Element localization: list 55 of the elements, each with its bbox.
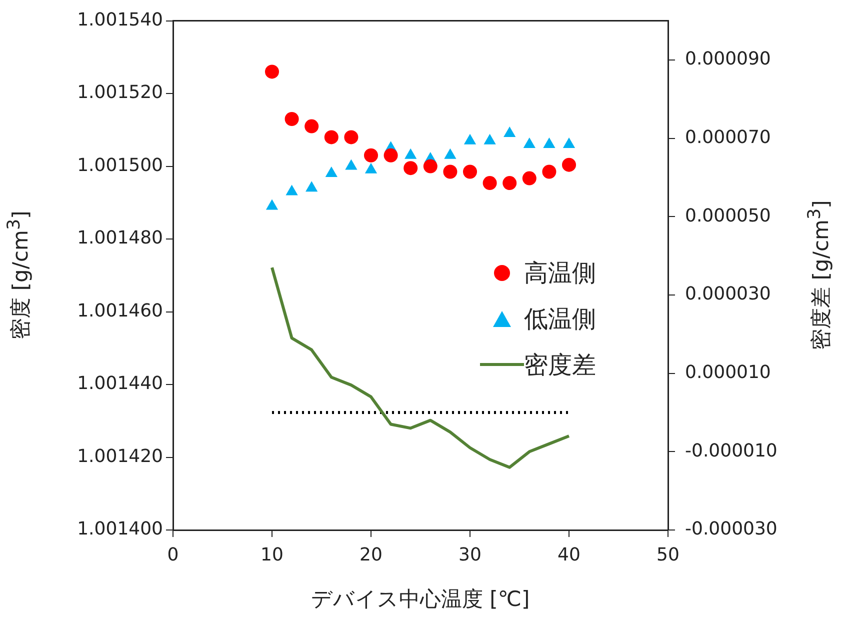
legend-label: 低温側 xyxy=(524,304,596,335)
point xyxy=(482,176,497,190)
y-tick-label: 1.001520 xyxy=(77,82,163,104)
y2-tick-label: -0.000030 xyxy=(685,518,778,540)
point xyxy=(522,171,536,186)
point xyxy=(562,158,576,172)
point xyxy=(443,164,458,179)
point xyxy=(286,184,298,196)
point xyxy=(304,119,319,134)
point xyxy=(562,137,576,148)
point xyxy=(542,164,556,179)
y2-tick-label: 0.000090 xyxy=(685,48,771,70)
x-tick-label: 20 xyxy=(360,544,382,566)
point xyxy=(484,134,496,144)
x-tick-label: 10 xyxy=(260,544,284,566)
y-tick-label: 1.001500 xyxy=(77,154,163,176)
point xyxy=(464,134,476,144)
y2-tick-label: 0.000070 xyxy=(685,126,771,148)
y2-tick-label: 0.000030 xyxy=(685,284,771,305)
x-tick-label: 0 xyxy=(167,544,179,566)
legend-label: 高温側 xyxy=(524,258,596,289)
point xyxy=(345,159,358,170)
point xyxy=(404,148,417,159)
point xyxy=(463,164,477,179)
point xyxy=(306,181,318,192)
point xyxy=(404,161,418,176)
point xyxy=(325,166,338,178)
legend-label: 密度差 xyxy=(524,350,596,381)
y-tick-label: 1.001420 xyxy=(77,446,163,467)
point xyxy=(364,148,378,162)
x-tick-label: 40 xyxy=(558,544,580,566)
y-tick-label: 1.001480 xyxy=(77,228,163,249)
x-tick-label: 50 xyxy=(656,544,680,566)
point xyxy=(364,162,378,174)
y2-tick-label: -0.000010 xyxy=(685,440,778,462)
point xyxy=(344,130,358,144)
x-axis-title: デバイス中心温度 [℃] xyxy=(311,586,530,613)
point xyxy=(265,64,279,79)
point xyxy=(266,199,278,210)
point xyxy=(523,137,536,148)
point xyxy=(284,112,299,126)
point xyxy=(384,148,398,162)
point xyxy=(543,137,556,148)
point xyxy=(324,130,338,144)
point xyxy=(504,126,516,138)
y-tick-label: 1.001460 xyxy=(77,300,163,322)
y-tick-label: 1.001540 xyxy=(77,9,163,30)
y2-tick-label: 0.000010 xyxy=(685,362,771,383)
point xyxy=(444,148,456,159)
point xyxy=(502,176,517,190)
y-tick-label: 1.001400 xyxy=(77,518,163,540)
y2-tick-label: 0.000050 xyxy=(685,205,771,226)
x-tick-label: 30 xyxy=(458,544,482,566)
y-tick-label: 1.001440 xyxy=(77,373,163,394)
point xyxy=(423,159,438,174)
